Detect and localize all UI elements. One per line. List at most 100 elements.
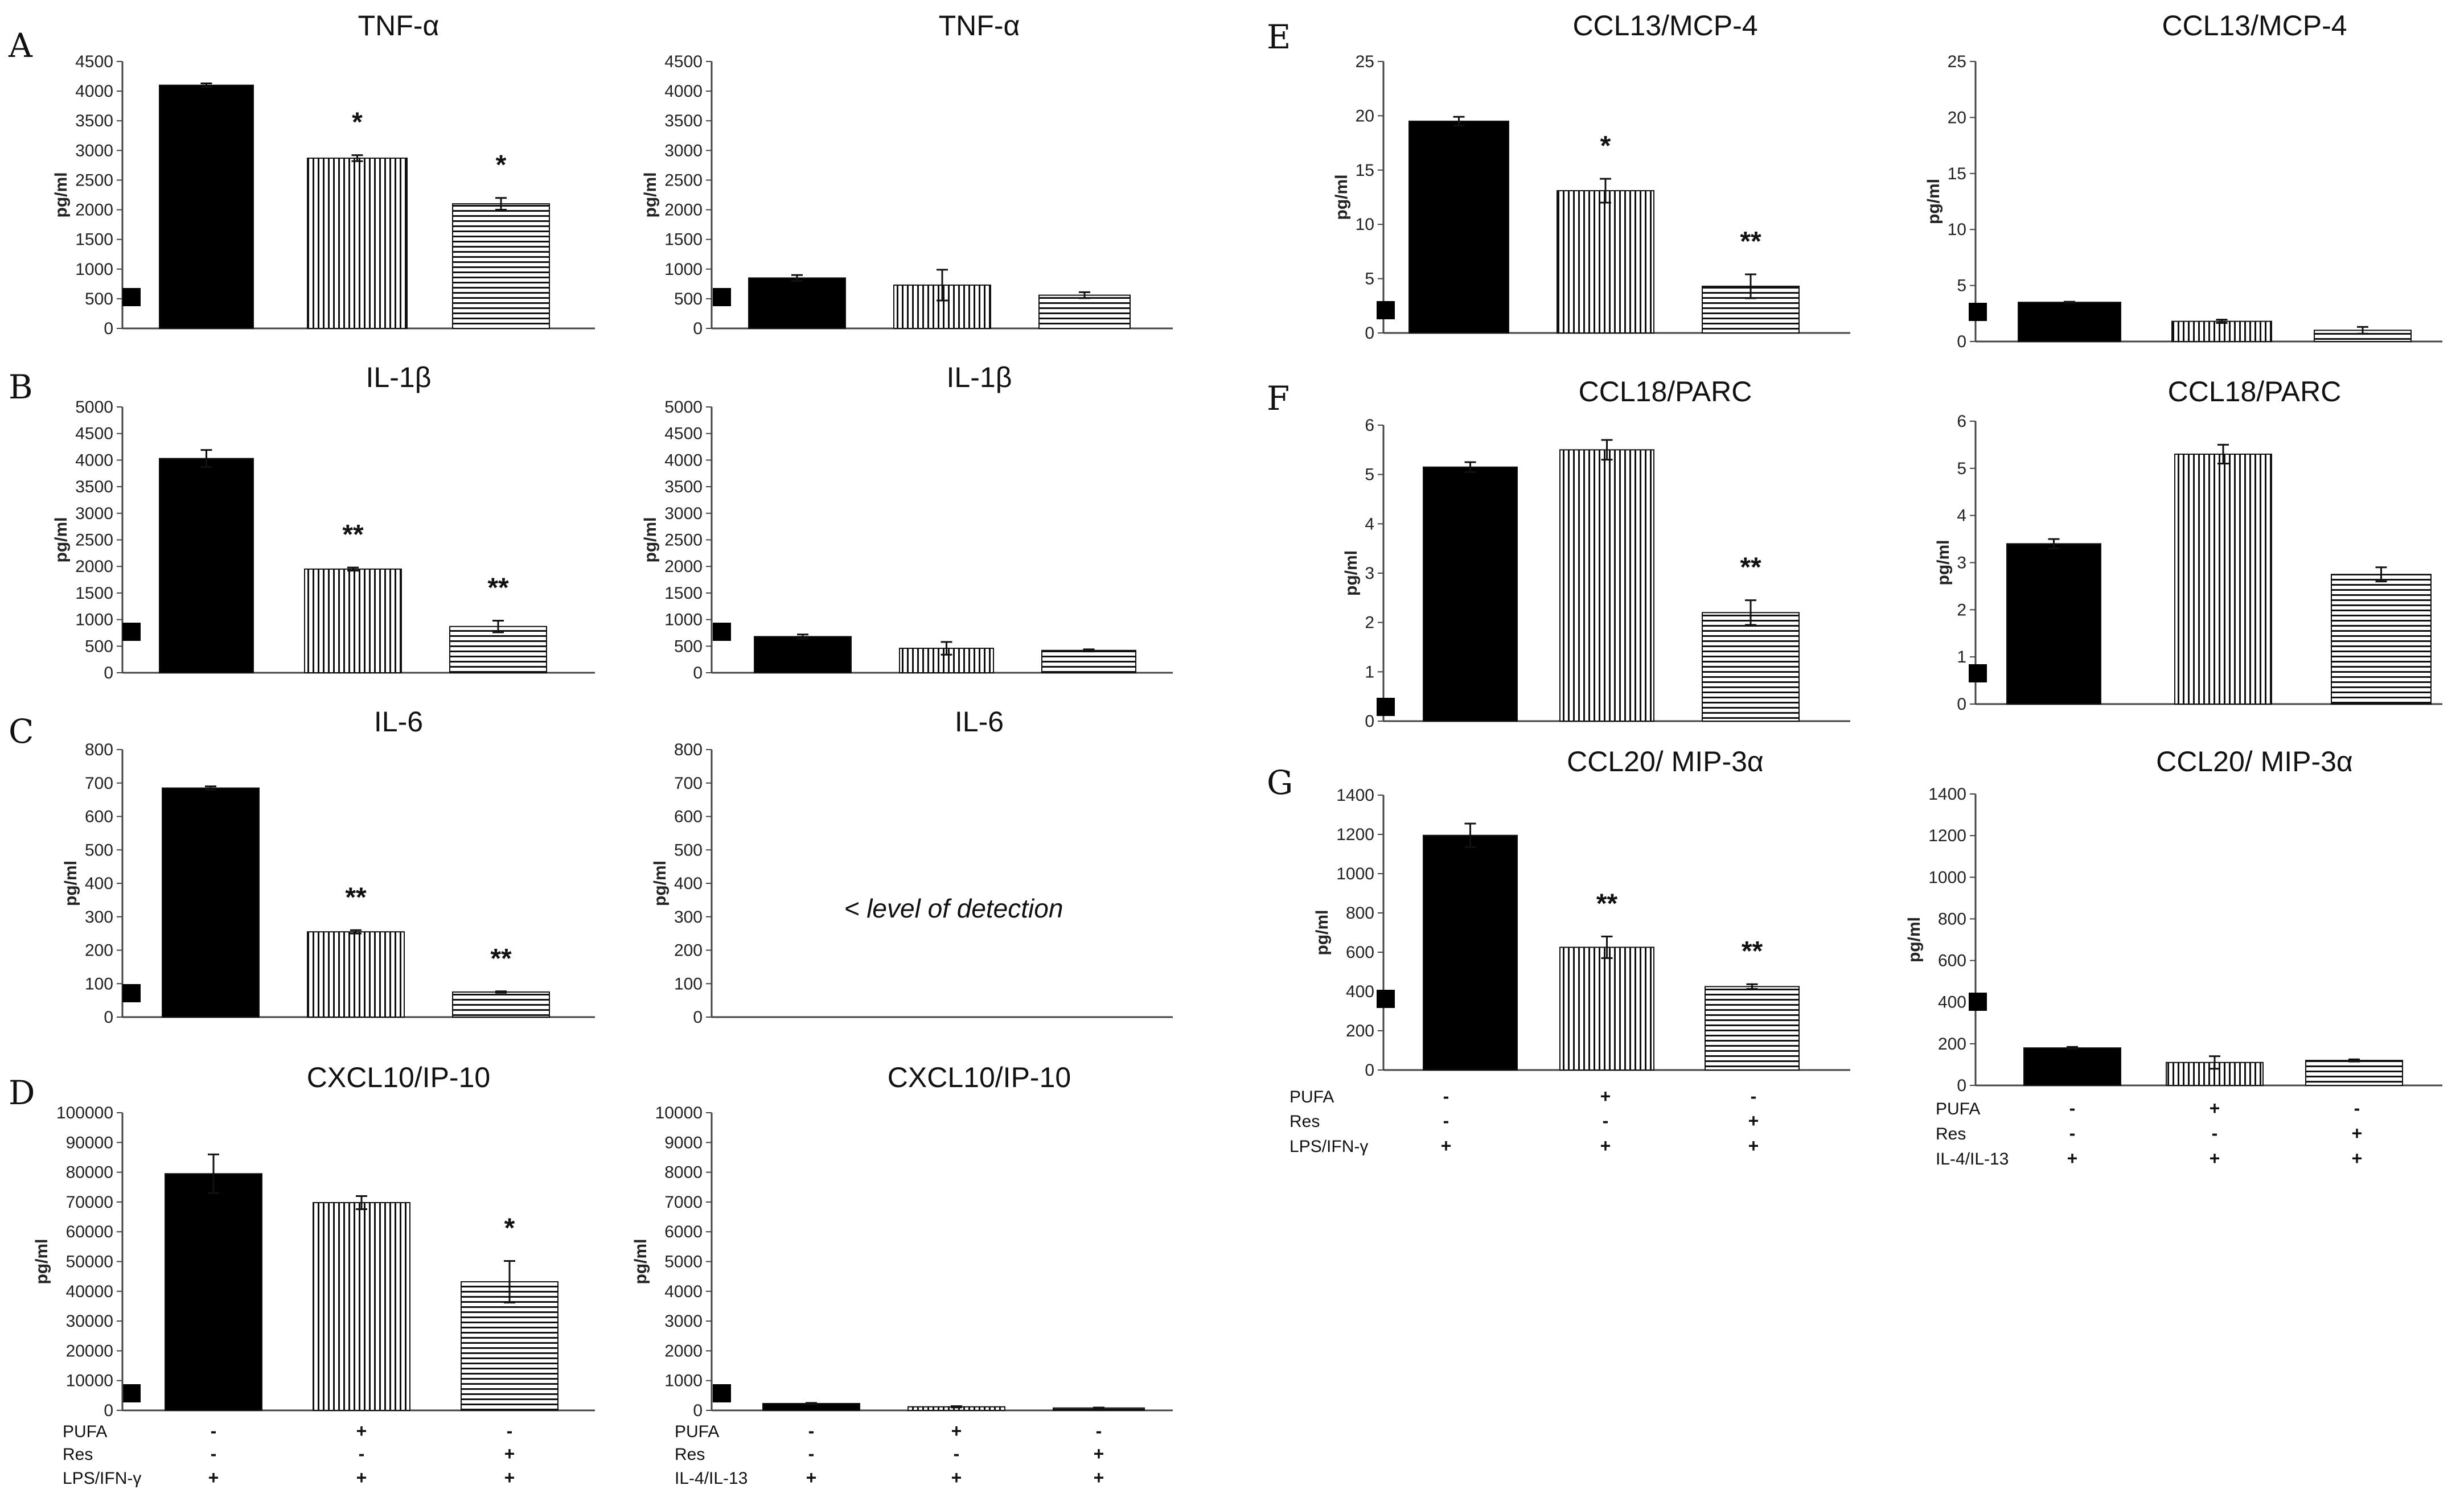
- error-bar: [1093, 1406, 1104, 1410]
- condition-label: LPS/IFN-γ: [63, 1469, 141, 1488]
- y-tick-label: 2000: [75, 201, 113, 220]
- y-tick-label: 0: [693, 664, 703, 682]
- y-tick-label: 1000: [664, 611, 703, 629]
- y-tick-label: 0: [104, 664, 113, 682]
- significance-label: **: [345, 882, 367, 912]
- y-axis-label: pg/ml: [1342, 550, 1361, 596]
- error-bar: [2067, 1046, 2078, 1050]
- y-tick-label: 1: [1365, 663, 1374, 681]
- y-tick-label: 2: [1957, 600, 1966, 619]
- y-tick-label: 2000: [664, 557, 703, 576]
- condition-mark: +: [1748, 1135, 1759, 1156]
- condition-mark: +: [356, 1467, 367, 1488]
- bar: [2305, 1060, 2403, 1086]
- significance-label: **: [490, 944, 512, 974]
- significance-label: **: [1740, 553, 1761, 583]
- error-bar: [1079, 291, 1090, 299]
- y-tick-label: 20: [1948, 108, 1966, 127]
- y-tick-label: 400: [1346, 982, 1374, 1001]
- y-axis-label: pg/ml: [32, 1239, 51, 1285]
- y-tick-label: 600: [85, 808, 113, 826]
- y-tick-label: 800: [1346, 904, 1374, 923]
- y-tick-label: 40000: [66, 1282, 113, 1301]
- panel-letter-b: B: [9, 368, 33, 406]
- chart-6: IL-6 0 100 200 300 400 500 600 700 800 pg/ml < leve…: [122, 706, 1173, 1402]
- y-tick-label: 4: [1957, 507, 1966, 525]
- bar: [449, 626, 547, 673]
- y-tick-label: 0: [104, 1401, 113, 1420]
- y-tick-label: 30000: [66, 1312, 113, 1331]
- bar: [1408, 120, 1509, 334]
- y-tick-label: 200: [674, 941, 703, 960]
- chart-3: IL-1β 0 500 1000 1500 2000 2500 3000 3500 4000 450…: [52, 361, 595, 682]
- error-bar: [1083, 648, 1095, 653]
- error-bar: [495, 990, 507, 994]
- y-tick-label: 6000: [664, 1223, 703, 1241]
- y-tick-label: 500: [674, 637, 703, 656]
- y-tick-label: 8000: [664, 1163, 703, 1182]
- y-tick-label: 5000: [664, 1253, 703, 1272]
- error-bar: [200, 449, 212, 468]
- y-tick-label: 200: [1346, 1022, 1374, 1040]
- error-bar: [1600, 178, 1611, 204]
- condition-mark: +: [1094, 1467, 1104, 1488]
- y-tick-label: 1500: [75, 584, 113, 603]
- chart-title: IL-6: [955, 706, 1004, 738]
- error-bar: [2348, 1058, 2360, 1063]
- y-tick-label: 60000: [66, 1223, 113, 1241]
- condition-mark: -: [1751, 1086, 1757, 1106]
- y-tick-label: 2000: [664, 1342, 703, 1360]
- y-tick-label: 3: [1957, 554, 1966, 573]
- condition-mark: -: [1443, 1110, 1449, 1131]
- chart-title: CCL13/MCP-4: [1572, 10, 1757, 42]
- chart-4: IL-1β 0 500 1000 1500 2000 2500 3000 3500 4000 450…: [641, 361, 1173, 682]
- significance-label: **: [1742, 936, 1763, 966]
- y-tick-label: 4500: [664, 425, 703, 443]
- y-tick-label: 600: [1938, 952, 1966, 970]
- y-tick-label: 4000: [664, 82, 703, 101]
- chart-7: CXCL10/IP-100100002000030000400005000060…: [32, 1061, 731, 1420]
- chart-5: IL-6 0 100 200 300 400 500 600 700 800 pg/ml ** **: [61, 706, 595, 1027]
- chart-title: IL-1β: [947, 361, 1012, 393]
- y-tick-label: 1500: [75, 231, 113, 249]
- bar: [2331, 574, 2432, 705]
- y-tick-label: 4000: [664, 451, 703, 470]
- error-bar: [350, 929, 362, 935]
- y-tick-label: 4000: [75, 82, 113, 101]
- chart-11: CCL18/PARC 0 1 2 3 4 5 6 pg/ml **: [1342, 376, 1850, 731]
- y-tick-label: 1400: [1336, 786, 1374, 805]
- y-tick-label: 3000: [75, 141, 113, 160]
- legend-marker: [1969, 993, 1987, 1011]
- y-tick-label: 3000: [664, 504, 703, 523]
- condition-mark: +: [1600, 1135, 1611, 1156]
- condition-label: IL-4/IL-13: [675, 1469, 748, 1488]
- bar: [1705, 986, 1800, 1071]
- condition-mark: +: [356, 1421, 367, 1441]
- error-bar: [1601, 439, 1613, 461]
- error-bar: [806, 1402, 817, 1405]
- chart-8: CXCL10/IP-10 0 1000 2000 3000 4000 5000 6000 700…: [122, 984, 1173, 1420]
- y-axis-label: pg/ml: [52, 172, 71, 218]
- y-tick-label: 1400: [1928, 785, 1966, 804]
- error-bar: [2216, 319, 2228, 324]
- error-bar: [1745, 273, 1756, 299]
- y-tick-label: 70000: [66, 1193, 113, 1212]
- y-axis-label: pg/ml: [1934, 540, 1953, 586]
- bar: [2018, 302, 2121, 342]
- legend-marker: [122, 1384, 141, 1402]
- y-tick-label: 50000: [66, 1253, 113, 1272]
- y-tick-label: 10: [1948, 220, 1966, 239]
- y-tick-label: 800: [674, 740, 703, 759]
- detection-note: < level of detection: [844, 894, 1063, 923]
- y-tick-label: 4500: [664, 52, 703, 71]
- y-tick-label: 0: [693, 319, 703, 338]
- bar: [748, 277, 846, 329]
- y-tick-label: 0: [1365, 712, 1374, 731]
- condition-mark: +: [2352, 1123, 2363, 1143]
- y-tick-label: 4: [1365, 515, 1374, 533]
- condition-mark: +: [2210, 1098, 2220, 1118]
- error-bar: [495, 197, 507, 211]
- bar: [307, 931, 405, 1018]
- y-tick-label: 400: [85, 874, 113, 893]
